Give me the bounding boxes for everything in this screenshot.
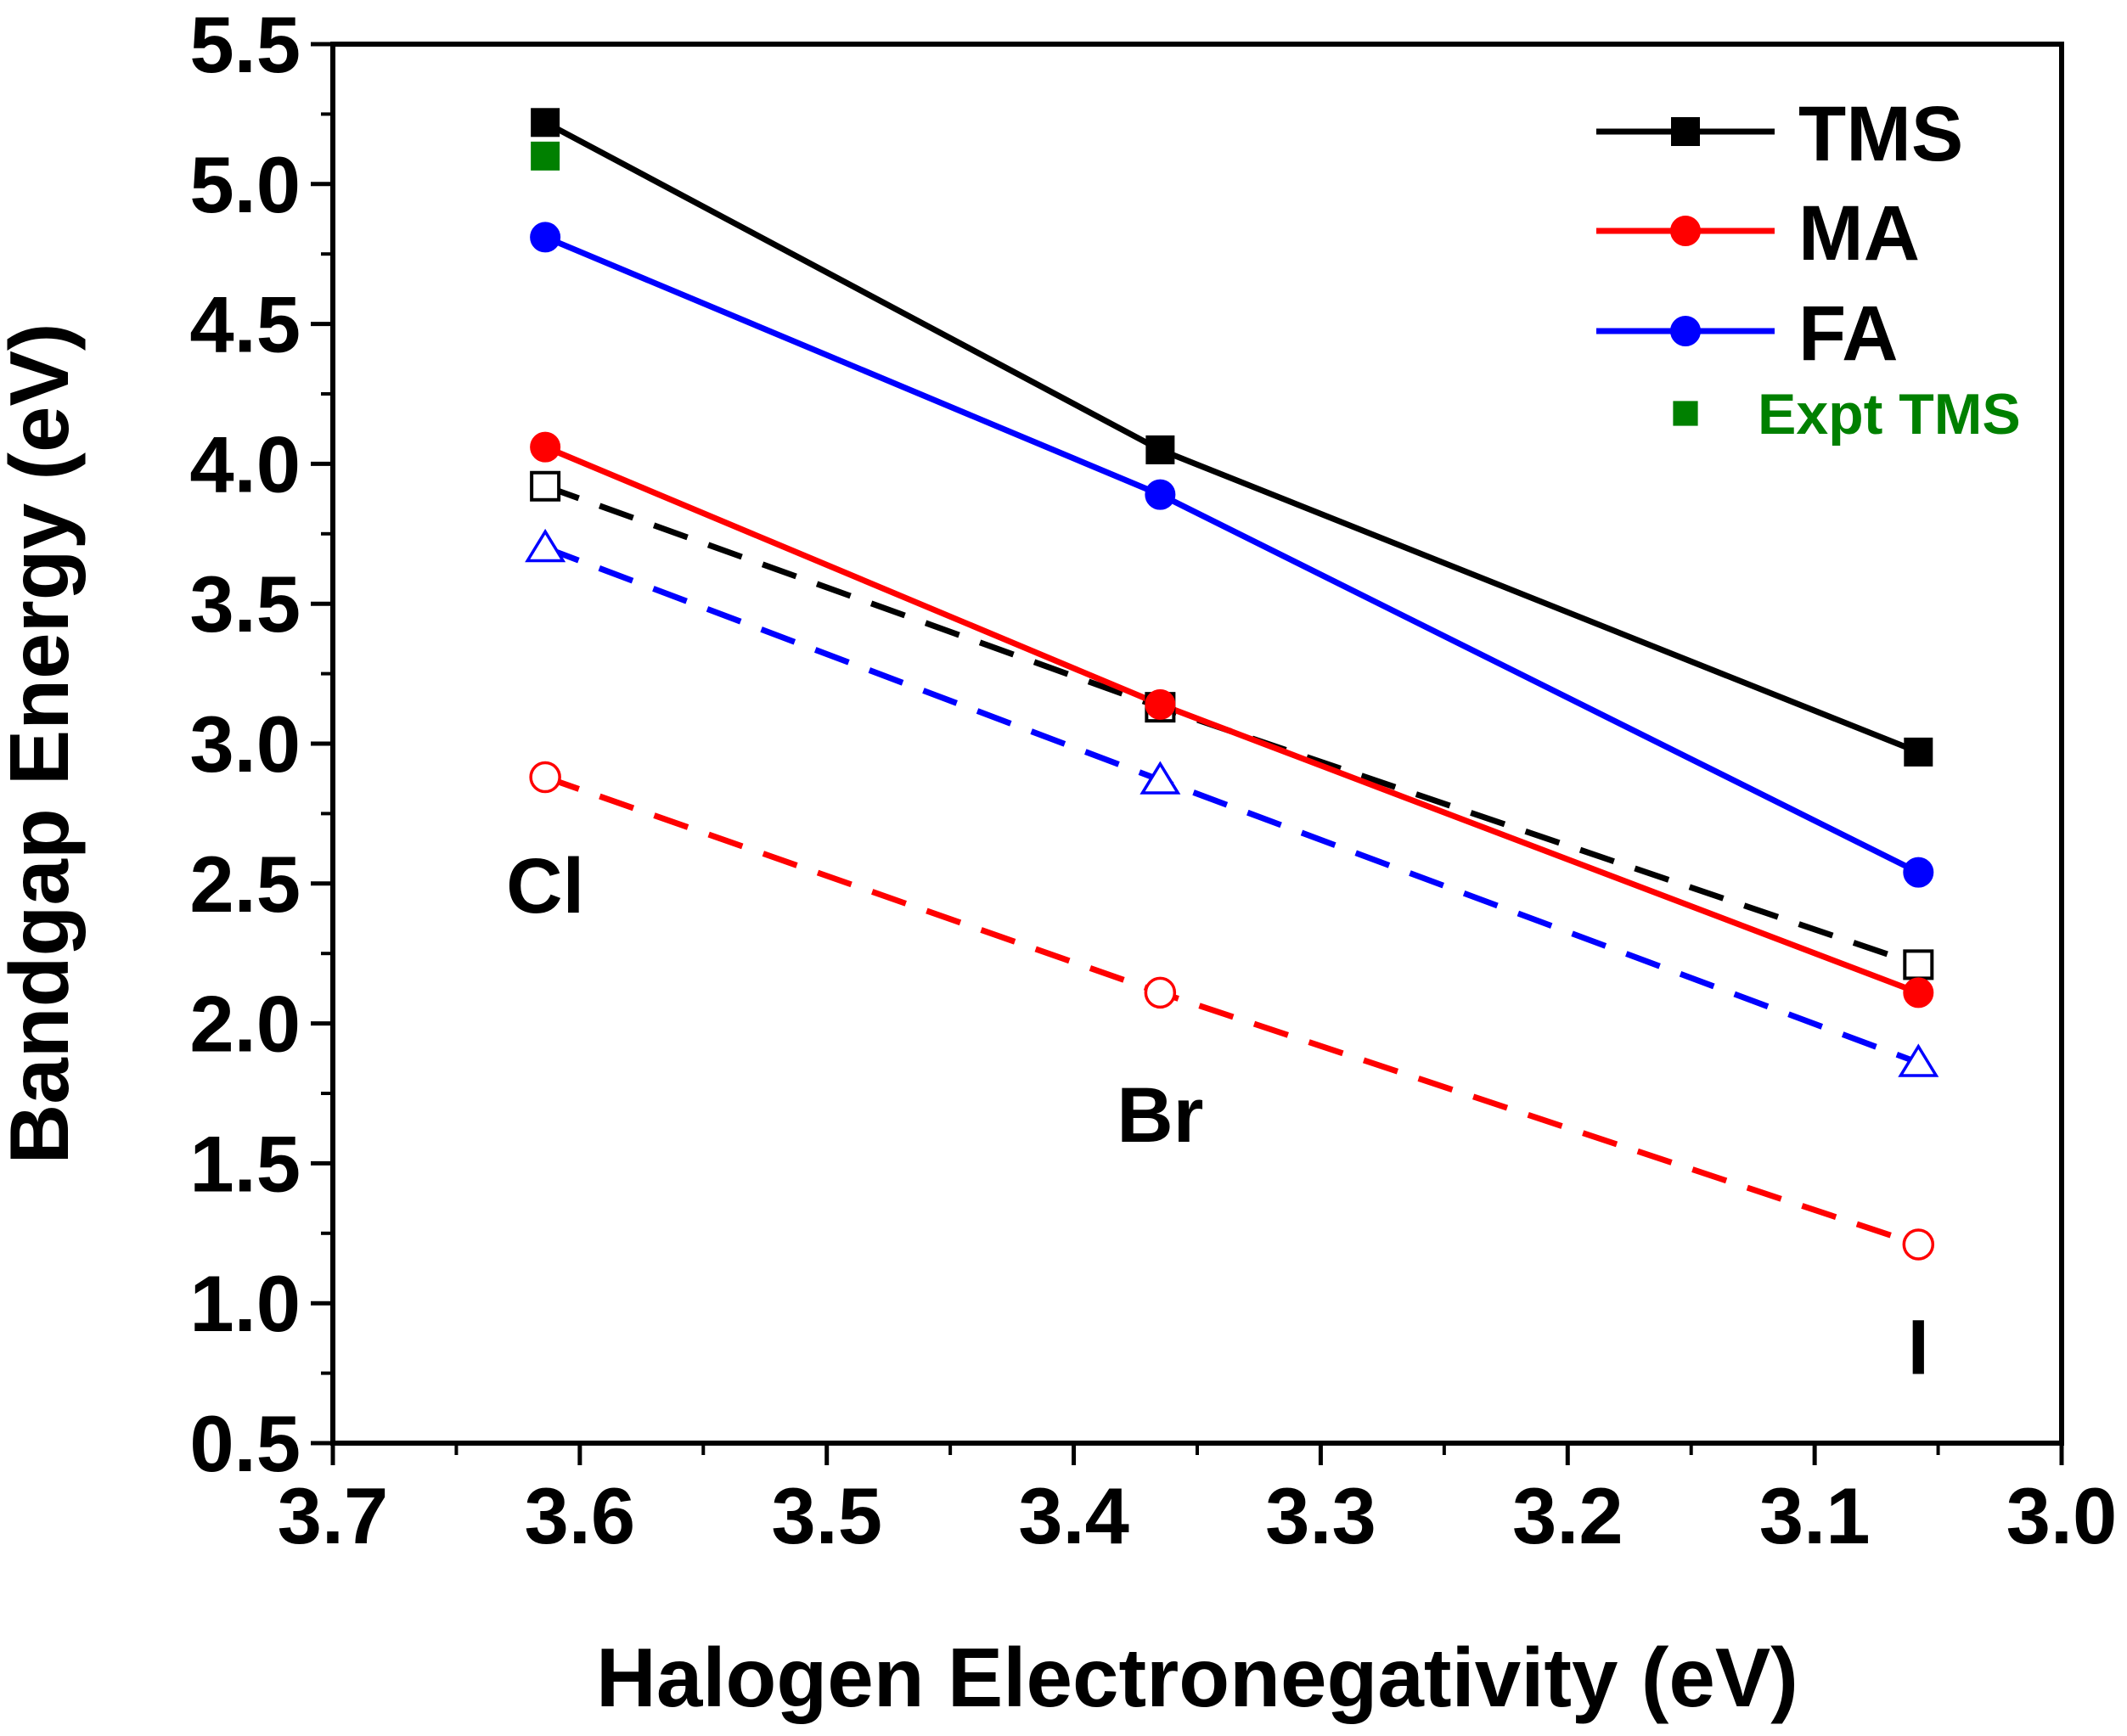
data-point-ma xyxy=(1903,977,1934,1008)
annotation-cl: Cl xyxy=(506,843,584,930)
data-point-fa xyxy=(1903,857,1934,888)
y-tick-label: 5.0 xyxy=(189,140,301,229)
data-point-ma xyxy=(530,431,561,463)
data-point-expt-tms xyxy=(531,141,560,171)
y-tick-label: 1.0 xyxy=(189,1259,301,1348)
legend-label-fa: FA xyxy=(1798,290,1899,377)
data-point-ma xyxy=(1145,688,1176,720)
data-point-tms-dashed xyxy=(530,470,561,502)
series-layer xyxy=(543,120,1920,1248)
series-line-ma-dashed xyxy=(543,774,1920,1248)
series-line-tms xyxy=(543,120,1920,756)
marker-layer xyxy=(525,108,1939,1261)
x-tick-label: 3.4 xyxy=(1018,1471,1129,1560)
series-line-tms-dashed xyxy=(543,483,1920,968)
legend-label-ma: MA xyxy=(1798,190,1920,277)
legend-marker-ma xyxy=(1670,216,1701,246)
x-tick-label: 3.6 xyxy=(525,1471,636,1560)
data-point-tms xyxy=(1145,435,1175,464)
data-point-fa-dashed xyxy=(1139,761,1181,795)
y-tick-label: 4.0 xyxy=(189,419,301,508)
data-point-fa-dashed xyxy=(525,528,566,563)
y-tick-label: 3.5 xyxy=(189,559,301,649)
x-tick-label: 3.1 xyxy=(1759,1471,1871,1560)
x-tick-label: 3.5 xyxy=(771,1471,882,1560)
x-tick-label: 3.2 xyxy=(1512,1471,1623,1560)
legend-label-tms: TMS xyxy=(1798,91,1963,177)
x-tick-label: 3.0 xyxy=(2006,1471,2118,1560)
data-point-fa xyxy=(1145,479,1176,510)
data-point-fa-dashed xyxy=(1898,1043,1939,1077)
tick-layer: 3.7 3.6 3.5 3.4 3.3 3.2 3.1 3.0 0.5 1.0 1.5 2.0 2.5 3… xyxy=(189,0,2117,1560)
data-point-tms-dashed xyxy=(1903,949,1934,980)
y-tick-label: 4.5 xyxy=(189,280,301,369)
annotation-i: I xyxy=(1908,1305,1930,1391)
legend-label-expt-tms: Expt TMS xyxy=(1758,382,2021,447)
y-axis-label: Bandgap Energy (eV) xyxy=(0,323,86,1164)
data-point-tms xyxy=(1904,737,1933,767)
data-point-ma-dashed xyxy=(1144,976,1177,1009)
data-point-fa xyxy=(530,222,561,253)
data-point-tms xyxy=(531,108,560,138)
legend-marker-expt-tms xyxy=(1673,401,1698,426)
legend-marker-fa xyxy=(1670,316,1701,346)
y-tick-label: 1.5 xyxy=(189,1119,301,1208)
legend-marker-tms xyxy=(1671,117,1700,146)
annotation-layer: Cl Br I xyxy=(506,843,1929,1391)
y-tick-label: 5.5 xyxy=(189,0,301,89)
y-tick-label: 3.0 xyxy=(189,699,301,789)
annotation-br: Br xyxy=(1117,1072,1203,1159)
x-tick-label: 3.7 xyxy=(278,1471,389,1560)
data-point-ma-dashed xyxy=(529,761,561,794)
y-tick-label: 2.5 xyxy=(189,840,301,929)
x-axis-label: Halogen Electronegativity (eV) xyxy=(596,1631,1798,1724)
data-point-ma-dashed xyxy=(1902,1228,1935,1261)
y-tick-label: 0.5 xyxy=(189,1399,301,1488)
x-tick-label: 3.3 xyxy=(1265,1471,1376,1560)
y-tick-label: 2.0 xyxy=(189,980,301,1069)
series-line-fa-dashed xyxy=(543,545,1920,1066)
